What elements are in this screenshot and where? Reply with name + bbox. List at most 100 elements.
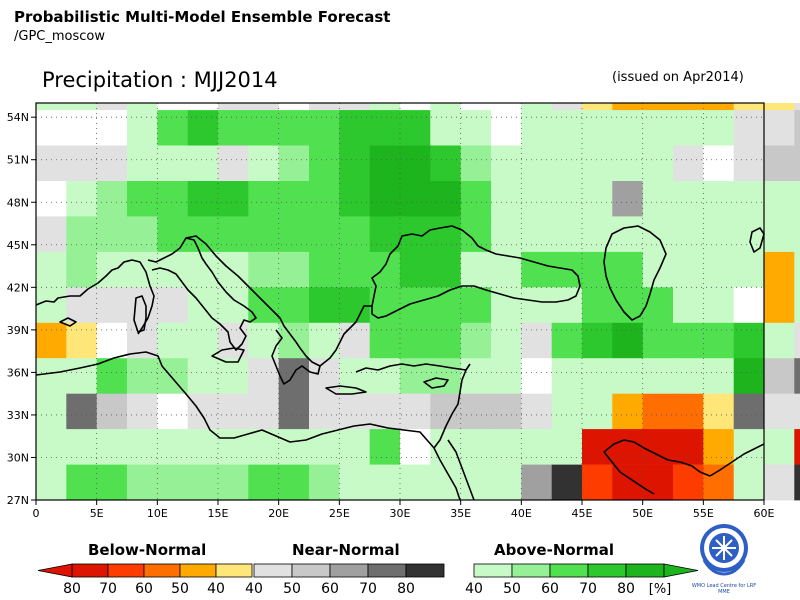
grid-cell bbox=[612, 103, 643, 111]
grid-cell bbox=[36, 103, 67, 111]
grid-cell bbox=[218, 110, 249, 146]
grid-cell bbox=[521, 429, 552, 465]
grid-cell bbox=[764, 429, 795, 465]
grid-cell bbox=[794, 251, 800, 288]
grid-cell bbox=[612, 110, 643, 146]
grid-cell bbox=[309, 429, 340, 465]
grid-cell bbox=[582, 181, 613, 217]
grid-cell bbox=[36, 287, 67, 324]
grid-cell bbox=[733, 393, 765, 430]
grid-cell bbox=[369, 358, 401, 394]
grid-cell bbox=[582, 110, 613, 146]
grid-cell bbox=[764, 110, 795, 146]
grid-cell bbox=[127, 393, 158, 430]
map-title: Precipitation : MJJ2014 bbox=[42, 68, 278, 92]
x-tick-label: 30E bbox=[390, 507, 411, 520]
grid-cell bbox=[248, 216, 279, 253]
grid-cell bbox=[187, 464, 219, 501]
legend-label: 60 bbox=[541, 581, 559, 597]
x-tick-label: 60E bbox=[754, 507, 775, 520]
grid-cell bbox=[339, 322, 370, 359]
coastline-aegean bbox=[319, 305, 372, 367]
grid-cell bbox=[66, 181, 97, 217]
grid-cell bbox=[400, 251, 431, 288]
grid-cell bbox=[339, 393, 370, 430]
coastline-italy bbox=[147, 237, 257, 351]
grid-cell bbox=[612, 429, 643, 465]
grid-cell bbox=[703, 251, 734, 288]
grid-cell bbox=[733, 145, 765, 182]
grid-cell bbox=[703, 358, 734, 394]
grid-cell bbox=[248, 181, 279, 217]
grid-cell bbox=[491, 322, 522, 359]
legend-swatch bbox=[625, 563, 665, 578]
grid-cell bbox=[794, 358, 800, 394]
grid-cell bbox=[187, 251, 219, 288]
grid-cell bbox=[187, 393, 219, 430]
grid-cell bbox=[703, 216, 734, 253]
grid-cell bbox=[582, 464, 613, 501]
grid-cell bbox=[218, 358, 249, 394]
issued-date: (issued on Apr2014) bbox=[612, 70, 744, 85]
grid-cell bbox=[521, 145, 552, 182]
grid-cell bbox=[612, 216, 643, 253]
grid-cell bbox=[673, 181, 704, 217]
grid-cell bbox=[369, 393, 401, 430]
grid-cell bbox=[278, 358, 310, 394]
grid-cell bbox=[400, 110, 431, 146]
grid-cell bbox=[127, 358, 158, 394]
grid-cell bbox=[794, 145, 800, 182]
legend-label: 70 bbox=[359, 581, 377, 597]
legend-swatch bbox=[329, 563, 369, 578]
y-tick-label: 54N bbox=[7, 111, 29, 124]
grid-cell bbox=[764, 322, 795, 359]
grid-cell bbox=[733, 322, 765, 359]
grid-cell bbox=[96, 464, 128, 501]
grid-cell bbox=[703, 393, 734, 430]
grid-cell bbox=[612, 393, 643, 430]
grid-cell bbox=[521, 251, 552, 288]
grid-cell bbox=[66, 110, 97, 146]
coastline-north-africa bbox=[35, 351, 435, 449]
grid-cell bbox=[278, 216, 310, 253]
legend-label: 40 bbox=[245, 581, 263, 597]
grid-cell bbox=[66, 358, 97, 394]
grid-cell bbox=[491, 464, 522, 501]
grid-cell bbox=[430, 181, 461, 217]
legend-label: 80 bbox=[617, 581, 635, 597]
y-tick-label: 51N bbox=[7, 154, 29, 167]
grid-cell bbox=[36, 145, 67, 182]
grid-cell bbox=[460, 429, 492, 465]
grid-cell bbox=[551, 464, 583, 501]
grid-cell bbox=[764, 216, 795, 253]
coastline-cyprus bbox=[423, 377, 449, 389]
grid-cell bbox=[127, 110, 158, 146]
legend-label: 70 bbox=[579, 581, 597, 597]
coastline-levant bbox=[433, 369, 467, 449]
grid-cell bbox=[157, 322, 188, 359]
grid-cell bbox=[400, 393, 431, 430]
grid-cell bbox=[551, 145, 583, 182]
grid-cell bbox=[642, 393, 674, 430]
grid-cell bbox=[309, 251, 340, 288]
grid-cell bbox=[733, 429, 765, 465]
grid-cell bbox=[673, 110, 704, 146]
grid-cell bbox=[612, 358, 643, 394]
grid-cell bbox=[521, 110, 552, 146]
grid-cell bbox=[612, 145, 643, 182]
grid-cell bbox=[278, 103, 310, 111]
grid-cell bbox=[96, 322, 128, 359]
grid-cell bbox=[612, 251, 643, 288]
grid-cell bbox=[460, 110, 492, 146]
coastline-sicily bbox=[211, 347, 245, 363]
legend-arrow bbox=[37, 563, 73, 578]
grid-cell bbox=[339, 110, 370, 146]
grid-cell bbox=[66, 464, 97, 501]
grid-cell bbox=[127, 145, 158, 182]
grid-cell bbox=[673, 251, 704, 288]
grid-cell bbox=[278, 181, 310, 217]
x-tick-label: 10E bbox=[147, 507, 168, 520]
grid-cell bbox=[794, 110, 800, 146]
y-tick-label: 39N bbox=[7, 324, 29, 337]
grid-cell bbox=[248, 358, 279, 394]
